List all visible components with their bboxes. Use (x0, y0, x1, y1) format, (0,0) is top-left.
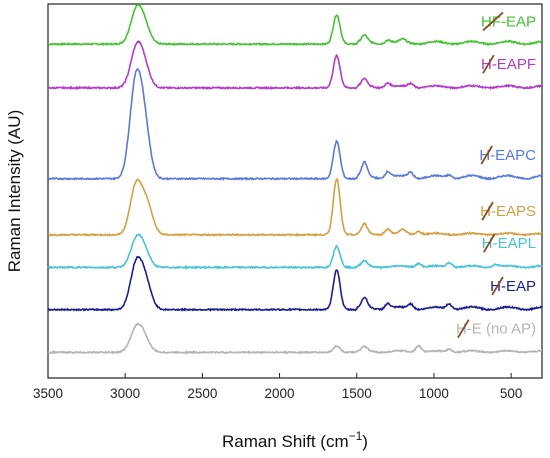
series-line-6 (47, 322, 543, 355)
series-line-3 (47, 177, 543, 238)
plot-area (47, 3, 543, 379)
x-tick-label: 2500 (187, 386, 217, 401)
series-label-struck: H (490, 278, 501, 295)
x-axis-title: Raman Shift (cm−1) (222, 429, 368, 451)
strike-slash (491, 276, 504, 296)
series-label-rest: -EAPC (490, 147, 536, 164)
series-label-rest: -EAPF (492, 56, 536, 73)
trace-group (47, 3, 543, 355)
strike-slash (457, 319, 470, 339)
series-line-0 (47, 3, 543, 47)
y-axis-title: Raman Intensity (AU) (5, 110, 24, 273)
series-label-6: H-E (no AP) (456, 321, 536, 338)
strike-slash (481, 201, 494, 221)
x-axis-ticks: 3500 3000 2500 2000 1500 1000 500 (33, 373, 522, 401)
series-label-0: HF-EAP (481, 13, 536, 30)
series-label-rest: -EAPL (493, 235, 536, 252)
series-label-2: H-EAPC (479, 147, 536, 164)
x-tick-label: 3500 (33, 386, 63, 401)
x-tick-label: 500 (500, 386, 523, 401)
series-label-struck: H (482, 235, 493, 252)
series-line-4 (47, 233, 543, 270)
x-tick-label: 1000 (419, 386, 449, 401)
series-label-struck: H (480, 203, 491, 220)
series-label-rest: -E (no AP) (467, 321, 536, 338)
series-label-rest: -EAP (501, 13, 536, 30)
series-label-rest: -EAPS (491, 203, 536, 220)
strike-slash (482, 54, 495, 74)
series-label-4: H-EAPL (482, 235, 536, 252)
x-tick-label: 2000 (265, 386, 295, 401)
series-line-5 (47, 255, 543, 312)
series-label-struck: H (456, 321, 467, 338)
x-tick-label: 1500 (342, 386, 372, 401)
strike-slash (483, 233, 496, 253)
x-tick-label: 3000 (110, 386, 140, 401)
series-line-1 (47, 39, 543, 91)
series-label-3: H-EAPS (480, 203, 536, 220)
series-label-rest: -EAP (501, 278, 536, 295)
series-line-2 (47, 67, 543, 182)
series-label-5: H-EAP (490, 278, 536, 295)
series-label-struck: H (481, 56, 492, 73)
strike-slash (480, 145, 493, 165)
series-label-1: H-EAPF (481, 56, 536, 73)
strike-slash (482, 11, 504, 32)
series-label-struck: H (479, 147, 490, 164)
